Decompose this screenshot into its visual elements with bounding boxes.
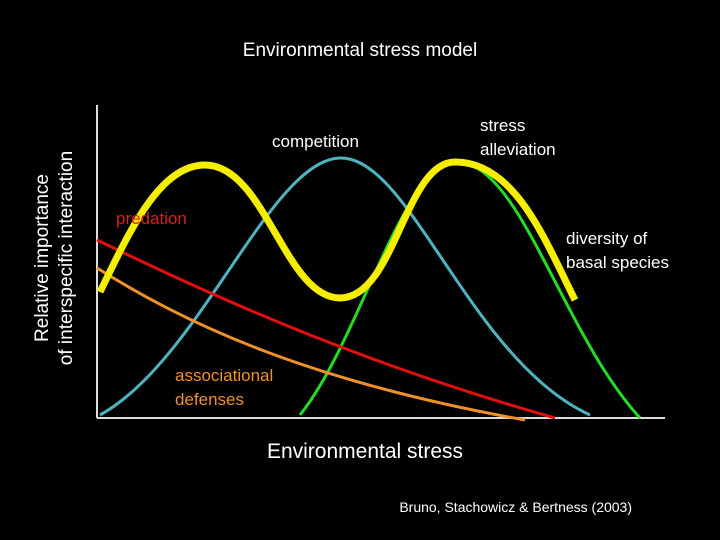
stress-alleviation-label: stress [480, 116, 525, 135]
x-axis-label: Environmental stress [267, 440, 463, 463]
diversity-label: basal species [566, 253, 669, 272]
title: Environmental stress model [243, 40, 477, 61]
competition-curve [99, 156, 591, 417]
competition-label: competition [272, 132, 359, 151]
citation: Bruno, Stachowicz & Bertness (2003) [399, 499, 632, 515]
predation-curve [96, 238, 556, 420]
associational-defenses-label: defenses [175, 390, 244, 409]
predation-label: predation [116, 209, 187, 228]
diversity-curve [96, 158, 579, 302]
y-axis-label: Relative importance of interspecific int… [32, 151, 77, 365]
associational-defenses-label: associational [175, 366, 273, 385]
associational-defenses-curve [96, 266, 526, 422]
y-label-line: Relative importance [32, 174, 53, 342]
y-label-line: of interspecific interaction [56, 151, 77, 365]
diversity-label: diversity of [566, 229, 648, 248]
stress-alleviation-label: alleviation [480, 140, 556, 159]
